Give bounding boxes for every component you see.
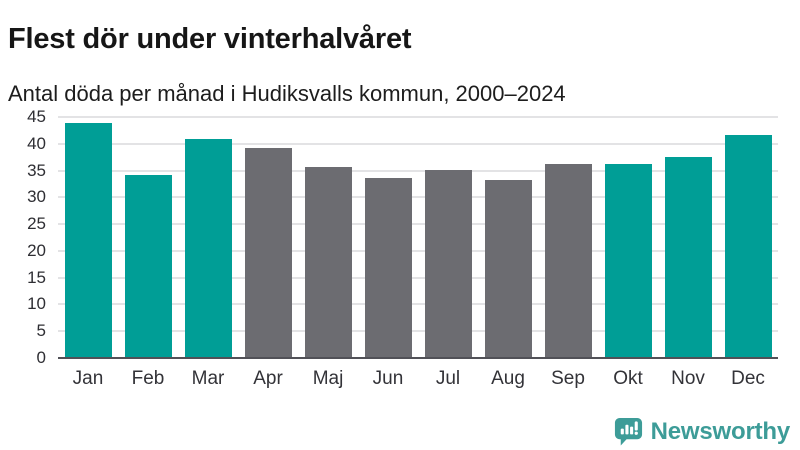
x-tick-nov: Nov bbox=[671, 368, 705, 389]
bar-maj bbox=[304, 167, 352, 358]
y-tick-45: 45 bbox=[27, 107, 46, 126]
gridline-30 bbox=[58, 196, 778, 199]
gridline-35 bbox=[58, 169, 778, 172]
bar-apr bbox=[244, 147, 292, 358]
x-tick-mar: Mar bbox=[191, 368, 225, 389]
x-tick-jul: Jul bbox=[435, 368, 461, 389]
bar-aug bbox=[484, 180, 532, 358]
bar-feb bbox=[124, 174, 172, 358]
gridline-45 bbox=[58, 116, 778, 118]
x-tick-feb: Feb bbox=[131, 368, 165, 389]
y-tick-10: 10 bbox=[27, 294, 46, 314]
gridline-40 bbox=[58, 142, 778, 145]
bar-sep bbox=[544, 164, 592, 358]
gridline-10 bbox=[58, 303, 778, 306]
x-tick-dec: Dec bbox=[731, 368, 765, 389]
x-tick-jun: Jun bbox=[372, 368, 404, 389]
y-tick-35: 35 bbox=[27, 160, 46, 180]
y-tick-5: 5 bbox=[36, 321, 46, 341]
plot-area bbox=[58, 116, 778, 359]
y-tick-40: 40 bbox=[27, 133, 46, 153]
chart-title: Flest dör under vinterhalvåret bbox=[8, 23, 412, 56]
newsworthy-logo-icon bbox=[614, 417, 642, 446]
y-tick-25: 25 bbox=[27, 214, 46, 234]
brand-name: Newsworthy bbox=[650, 417, 791, 445]
x-tick-jan: Jan bbox=[72, 368, 104, 389]
bar-okt bbox=[604, 163, 652, 358]
gridline-20 bbox=[58, 249, 778, 252]
x-tick-sep: Sep bbox=[551, 368, 585, 389]
chart-subtitle: Antal döda per månad i Hudiksvalls kommu… bbox=[8, 81, 566, 106]
x-tick-aug: Aug bbox=[491, 368, 525, 389]
bar-jul bbox=[424, 169, 472, 358]
x-tick-apr: Apr bbox=[253, 368, 283, 389]
y-tick-15: 15 bbox=[27, 267, 46, 287]
bar-dec bbox=[724, 134, 772, 358]
bar-nov bbox=[664, 156, 712, 358]
x-tick-okt: Okt bbox=[613, 368, 643, 389]
x-tick-maj: Maj bbox=[312, 368, 344, 389]
gridline-25 bbox=[58, 223, 778, 226]
bar-jan bbox=[64, 122, 112, 358]
bar-jun bbox=[364, 178, 412, 358]
gridline-5 bbox=[58, 330, 778, 333]
y-tick-0: 0 bbox=[36, 348, 46, 367]
x-axis: Jan Feb Mar Apr Maj Jun Jul Aug Sep Okt Nov Dec bbox=[58, 366, 778, 392]
y-axis: 0 5 10 15 20 25 30 35 40 45 bbox=[0, 107, 46, 367]
y-tick-30: 30 bbox=[27, 187, 46, 207]
brand-footer: Newsworthy bbox=[613, 416, 790, 447]
y-tick-20: 20 bbox=[27, 240, 46, 260]
bar-mar bbox=[184, 138, 232, 358]
x-axis-line bbox=[58, 357, 778, 359]
gridline-15 bbox=[58, 276, 778, 279]
